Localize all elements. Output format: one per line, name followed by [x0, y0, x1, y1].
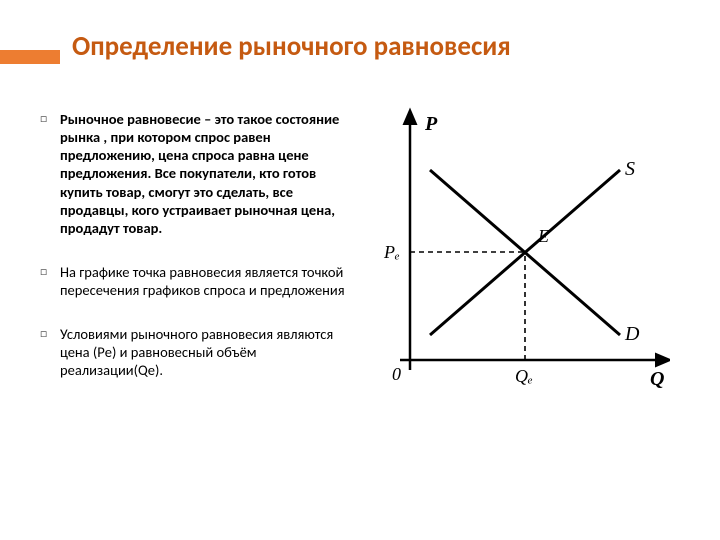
- supply-label: S: [625, 158, 635, 180]
- equilibrium-label: E: [537, 226, 549, 246]
- bullet-list: □Рыночное равновесие – это такое состоян…: [40, 110, 350, 406]
- bullet-marker-icon: □: [40, 325, 60, 379]
- supply-demand-chart: P Q 0 S D E Pₑ Qₑ: [370, 100, 670, 400]
- pe-label: Pₑ: [383, 242, 400, 262]
- page-title: Определение рыночного равновесия: [72, 30, 511, 63]
- demand-label: D: [624, 323, 640, 345]
- y-axis-label: P: [424, 113, 438, 135]
- x-axis-label: Q: [650, 368, 664, 390]
- bullet-text: Условиями рыночного равновесия являются …: [60, 325, 350, 379]
- content-area: □Рыночное равновесие – это такое состоян…: [40, 110, 680, 406]
- bullet-text: Рыночное равновесие – это такое состояни…: [60, 110, 350, 237]
- bullet-item: □Условиями рыночного равновесия являются…: [40, 325, 350, 379]
- origin-label: 0: [392, 364, 401, 384]
- bullet-marker-icon: □: [40, 263, 60, 299]
- bullet-item: □Рыночное равновесие – это такое состоян…: [40, 110, 350, 237]
- qe-label: Qₑ: [515, 366, 533, 386]
- bullet-item: □На графике точка равновесия является то…: [40, 263, 350, 299]
- bullet-marker-icon: □: [40, 110, 60, 237]
- title-accent-bar: [0, 50, 60, 64]
- chart-container: P Q 0 S D E Pₑ Qₑ: [350, 110, 680, 406]
- bullet-text: На графике точка равновесия является точ…: [60, 263, 350, 299]
